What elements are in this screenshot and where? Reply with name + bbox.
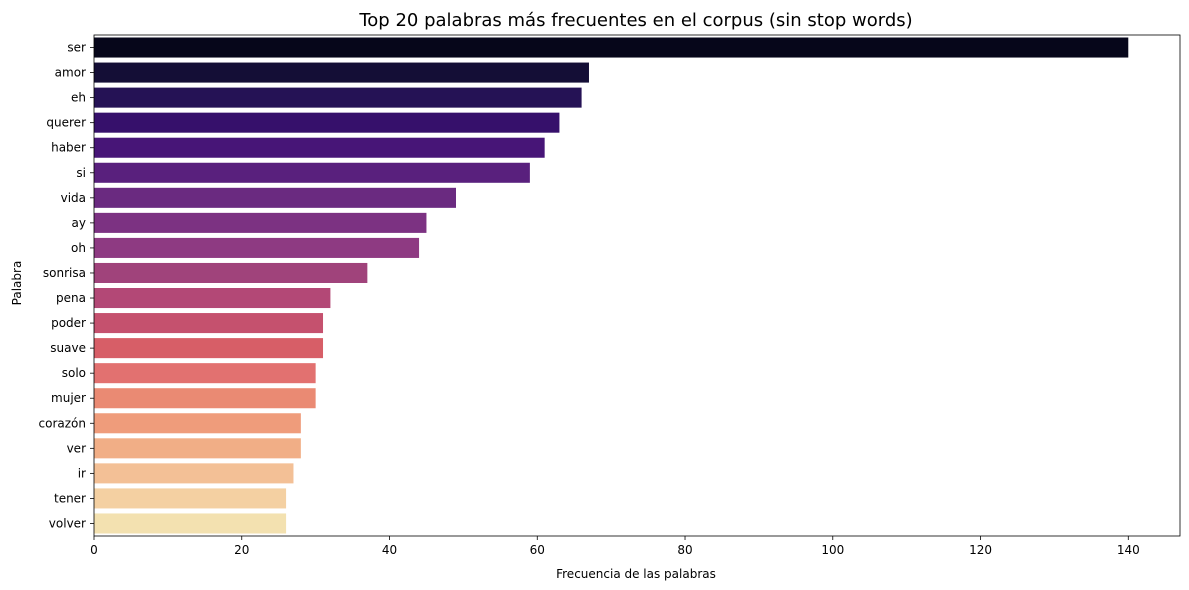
bar-ser — [94, 37, 1129, 58]
bar-tener — [94, 488, 287, 509]
y-tick-label: vida — [61, 191, 86, 205]
bar-ay — [94, 212, 427, 233]
bar-amor — [94, 62, 589, 83]
x-axis-ticks: 0 20 40 60 80 100 120 140 — [90, 536, 1140, 557]
bar-si — [94, 162, 530, 183]
bar-mujer — [94, 388, 316, 409]
y-tick-label: tener — [54, 491, 86, 505]
bar-poder — [94, 313, 324, 334]
bar-solo — [94, 363, 316, 384]
y-tick-label: si — [76, 166, 86, 180]
x-tick-label: 20 — [234, 543, 249, 557]
y-tick-label: volver — [49, 516, 86, 530]
x-tick-label: 40 — [382, 543, 397, 557]
bar-ir — [94, 463, 294, 484]
y-tick-label: ir — [78, 466, 86, 480]
x-tick-label: 100 — [821, 543, 844, 557]
bar-pena — [94, 288, 331, 309]
y-tick-label: haber — [51, 141, 86, 155]
chart-title: Top 20 palabras más frecuentes en el cor… — [358, 10, 912, 31]
bar-corazón — [94, 413, 301, 434]
bar-querer — [94, 112, 560, 133]
bar-eh — [94, 87, 582, 108]
x-axis-label: Frecuencia de las palabras — [556, 567, 716, 581]
y-tick-label: pena — [56, 291, 86, 305]
y-tick-label: ver — [67, 441, 86, 455]
y-tick-label: corazón — [39, 416, 86, 430]
bar-suave — [94, 338, 324, 359]
x-tick-label: 0 — [90, 543, 98, 557]
bar-vida — [94, 187, 456, 208]
y-tick-label: mujer — [51, 391, 86, 405]
plot-frame — [93, 34, 1181, 537]
bars-group — [94, 37, 1129, 534]
y-tick-label: sonrisa — [43, 266, 86, 280]
y-tick-label: ay — [72, 216, 86, 230]
y-tick-label: eh — [71, 91, 86, 105]
y-tick-label: poder — [51, 316, 86, 330]
x-tick-label: 60 — [530, 543, 545, 557]
bar-sonrisa — [94, 262, 368, 283]
bar-oh — [94, 237, 420, 258]
y-tick-label: amor — [55, 66, 86, 80]
x-tick-label: 80 — [677, 543, 692, 557]
y-axis-ticks: ser amor eh querer haber si vida ay oh sonrisa pen… — [39, 41, 94, 530]
bar-haber — [94, 137, 545, 158]
x-tick-label: 140 — [1117, 543, 1140, 557]
y-tick-label: suave — [50, 341, 86, 355]
bar-ver — [94, 438, 301, 459]
bar-volver — [94, 513, 287, 534]
x-tick-label: 120 — [969, 543, 992, 557]
y-tick-label: ser — [67, 41, 86, 55]
y-tick-label: oh — [71, 241, 86, 255]
y-axis-label: Palabra — [10, 261, 24, 306]
y-tick-label: solo — [62, 366, 86, 380]
y-tick-label: querer — [46, 116, 86, 130]
